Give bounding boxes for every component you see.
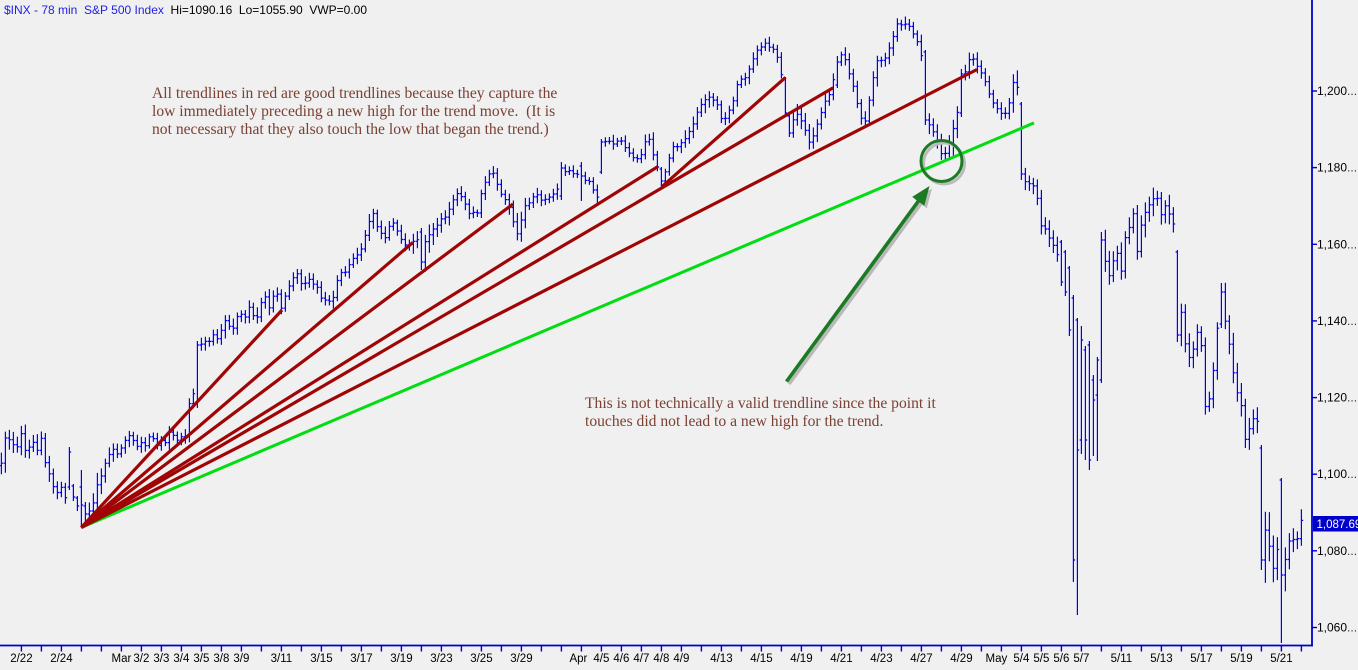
svg-text:2/22: 2/22 [10, 653, 32, 665]
svg-text:Apr: Apr [569, 653, 587, 665]
svg-text:1,160....: 1,160.... [1317, 237, 1358, 251]
svg-text:3/25: 3/25 [470, 653, 492, 665]
svg-text:5/13: 5/13 [1150, 653, 1172, 665]
svg-text:4/29: 4/29 [950, 653, 972, 665]
svg-text:1,200....: 1,200.... [1317, 84, 1358, 98]
svg-text:5/4: 5/4 [1013, 653, 1030, 665]
svg-text:4/5: 4/5 [593, 653, 609, 665]
svg-text:4/6: 4/6 [613, 653, 629, 665]
svg-text:4/19: 4/19 [790, 653, 812, 665]
svg-text:Mar: Mar [111, 653, 131, 665]
svg-text:4/27: 4/27 [910, 653, 932, 665]
svg-text:3/23: 3/23 [430, 653, 452, 665]
svg-text:4/7: 4/7 [633, 653, 649, 665]
svg-text:1,120....: 1,120.... [1317, 391, 1358, 405]
svg-text:5/17: 5/17 [1190, 653, 1212, 665]
svg-text:1,060....: 1,060.... [1317, 621, 1358, 635]
svg-text:5/11: 5/11 [1111, 653, 1133, 665]
svg-text:5/6: 5/6 [1053, 653, 1069, 665]
svg-text:2/24: 2/24 [50, 653, 73, 665]
svg-text:4/15: 4/15 [750, 653, 772, 665]
svg-text:3/5: 3/5 [193, 653, 209, 665]
svg-text:3/8: 3/8 [213, 653, 229, 665]
svg-text:3/19: 3/19 [390, 653, 412, 665]
svg-text:1,180....: 1,180.... [1317, 161, 1358, 175]
svg-text:May: May [986, 653, 1008, 665]
svg-text:4/9: 4/9 [673, 653, 689, 665]
svg-text:5/7: 5/7 [1073, 653, 1089, 665]
svg-text:4/8: 4/8 [653, 653, 669, 665]
svg-text:3/2: 3/2 [133, 653, 149, 665]
svg-text:3/29: 3/29 [510, 653, 532, 665]
svg-text:3/15: 3/15 [310, 653, 332, 665]
svg-text:1,087.69: 1,087.69 [1317, 519, 1358, 531]
svg-text:4/13: 4/13 [710, 653, 732, 665]
svg-text:4/21: 4/21 [830, 653, 852, 665]
svg-text:5/19: 5/19 [1230, 653, 1252, 665]
svg-text:3/4: 3/4 [173, 653, 190, 665]
svg-text:3/17: 3/17 [350, 653, 372, 665]
svg-text:1,140....: 1,140.... [1317, 314, 1358, 328]
svg-text:3/11: 3/11 [271, 653, 293, 665]
svg-text:3/9: 3/9 [233, 653, 249, 665]
svg-text:3/3: 3/3 [153, 653, 169, 665]
svg-text:5/21: 5/21 [1270, 653, 1292, 665]
svg-text:1,080....: 1,080.... [1317, 544, 1358, 558]
svg-text:1,100....: 1,100.... [1317, 467, 1358, 481]
svg-text:5/5: 5/5 [1033, 653, 1049, 665]
svg-text:4/23: 4/23 [870, 653, 892, 665]
